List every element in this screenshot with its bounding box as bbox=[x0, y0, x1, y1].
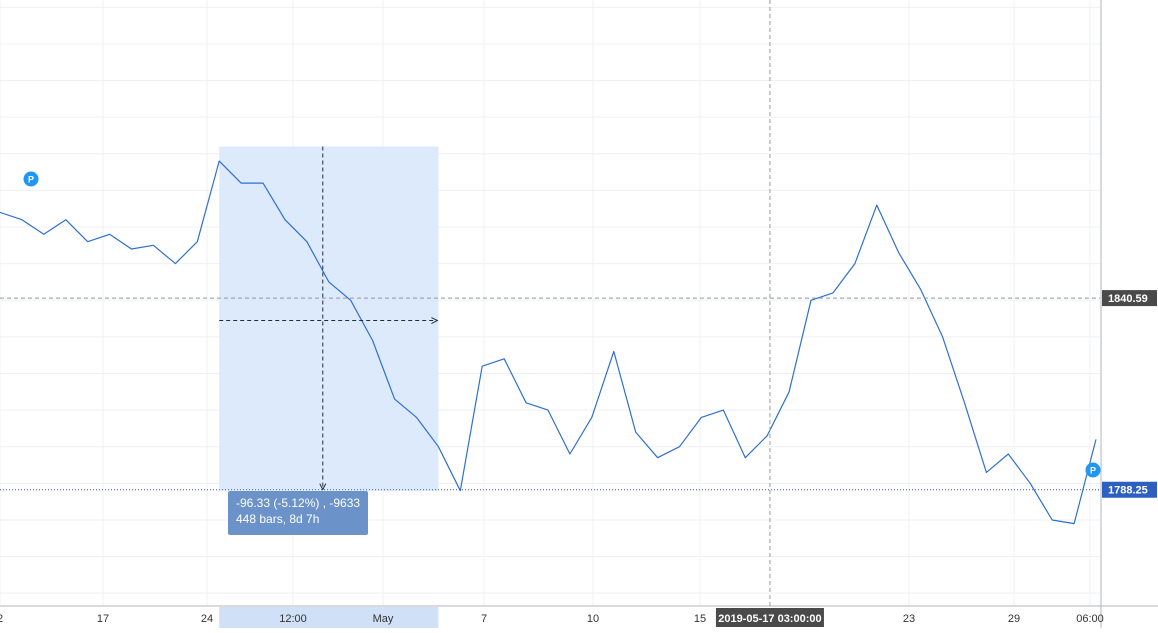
last-price-badge bbox=[1102, 481, 1157, 498]
price-series-line bbox=[0, 160, 1097, 525]
p-marker-icon[interactable] bbox=[1085, 462, 1101, 478]
x-tick-label: 12:00 bbox=[279, 613, 307, 625]
x-tick-label: 10 bbox=[587, 613, 599, 625]
price-axis-panel bbox=[1101, 0, 1158, 628]
crosshair-time-label: 2019-05-17 03:00:00 bbox=[718, 613, 821, 625]
x-tick-label: 15 bbox=[694, 613, 706, 625]
measure-tooltip: -96.33 (-5.12%) , -9633 448 bars, 8d 7h bbox=[228, 491, 368, 535]
measure-range bbox=[219, 146, 439, 491]
x-tick-label: 2 bbox=[0, 613, 3, 625]
x-tick-label: 23 bbox=[903, 613, 915, 625]
crosshair-time-badge bbox=[715, 608, 824, 627]
x-tick-label: 06:00 bbox=[1076, 613, 1104, 625]
p-marker-label: P bbox=[28, 175, 34, 185]
time-axis-range-highlight bbox=[219, 607, 439, 628]
crosshair-price-badge bbox=[1102, 290, 1157, 307]
last-price-label: 1788.25 bbox=[1108, 485, 1148, 497]
measure-bars: 448 bars, 8d 7h bbox=[236, 512, 320, 526]
p-marker-icon[interactable] bbox=[23, 171, 39, 187]
x-tick-label: May bbox=[373, 613, 394, 625]
x-tick-label: 24 bbox=[201, 613, 213, 625]
x-tick-label: 29 bbox=[1008, 613, 1020, 625]
measure-vertical-arrowhead bbox=[319, 483, 327, 491]
x-tick-label: 17 bbox=[97, 613, 109, 625]
crosshair-price-label: 1840.59 bbox=[1108, 293, 1148, 305]
p-marker-label: P bbox=[1090, 466, 1096, 476]
measure-change: -96.33 (-5.12%) , -9633 bbox=[236, 496, 361, 510]
x-tick-label: 7 bbox=[481, 613, 487, 625]
measure-horizontal-arrowhead bbox=[431, 317, 439, 325]
